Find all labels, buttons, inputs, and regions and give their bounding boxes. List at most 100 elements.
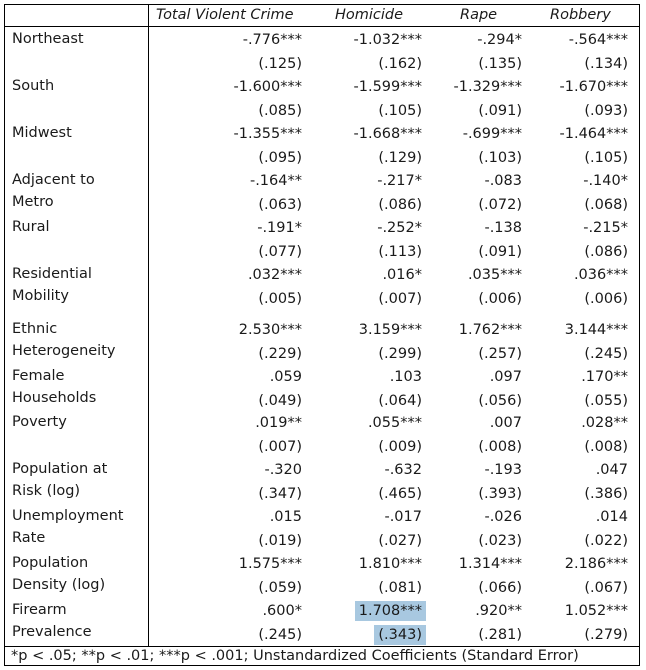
coefficient-cell: -.164** — [249, 173, 302, 189]
standard-error-cell: (.245) — [258, 627, 302, 643]
standard-error-cell: (.257) — [478, 346, 522, 362]
standard-error-cell: (.008) — [584, 439, 628, 455]
coefficient-cell: .920** — [475, 603, 522, 619]
standard-error-cell: (.105) — [378, 103, 422, 119]
coefficient-cell: -.191* — [257, 220, 302, 236]
coefficient-cell: -1.668*** — [353, 126, 423, 142]
coefficient-cell: -1.032*** — [353, 32, 423, 48]
standard-error-cell: (.007) — [378, 291, 422, 307]
coefficient-cell: -.217* — [377, 173, 422, 189]
standard-error-cell: (.022) — [584, 533, 628, 549]
standard-error-cell: (.006) — [584, 291, 628, 307]
row-label-line: Ethnic — [12, 321, 58, 337]
standard-error-cell: (.299) — [378, 346, 422, 362]
standard-error-cell: (.081) — [378, 580, 422, 596]
row-label-line: Rate — [12, 530, 46, 546]
coefficient-cell: 2.186*** — [564, 556, 628, 572]
standard-error-cell: (.007) — [258, 439, 302, 455]
coefficient-cell: -.252* — [377, 220, 422, 236]
column-header-rape: Rape — [460, 7, 498, 23]
label-column-divider — [148, 5, 149, 647]
row-label-line: Northeast — [12, 31, 84, 47]
standard-error-cell: (.343) — [374, 625, 426, 645]
coefficient-cell: -1.329*** — [453, 79, 523, 95]
coefficient-cell: .014 — [595, 509, 628, 525]
row-label-line: Unemployment — [12, 508, 124, 524]
standard-error-cell: (.077) — [258, 244, 302, 260]
standard-error-cell: (.068) — [584, 197, 628, 213]
coefficient-cell: 1.708*** — [354, 601, 426, 621]
coefficient-cell: .036*** — [573, 267, 628, 283]
standard-error-cell: (.393) — [478, 486, 522, 502]
row-label-line: Mobility — [12, 288, 69, 304]
row-label-line: Population — [12, 555, 89, 571]
standard-error-cell: (.023) — [478, 533, 522, 549]
standard-error-cell: (.125) — [258, 56, 302, 72]
coefficient-cell: -.776*** — [242, 32, 302, 48]
standard-error-cell: (.086) — [584, 244, 628, 260]
header-divider — [5, 26, 639, 27]
row-label: Northeast — [12, 28, 146, 50]
coefficient-cell: .047 — [595, 462, 628, 478]
coefficient-cell: -.140* — [583, 173, 628, 189]
coefficient-cell: -1.600*** — [233, 79, 303, 95]
standard-error-cell: (.386) — [584, 486, 628, 502]
standard-error-cell: (.465) — [378, 486, 422, 502]
row-label-line: Residential — [12, 266, 92, 282]
row-label-line: Risk (log) — [12, 483, 81, 499]
coefficient-cell: .600* — [262, 603, 302, 619]
row-label-line: Female — [12, 368, 65, 384]
coefficient-cell: 1.762*** — [458, 322, 522, 338]
coefficient-cell: .016* — [382, 267, 422, 283]
coefficient-cell: .007 — [489, 415, 522, 431]
coefficient-cell: .097 — [489, 369, 522, 385]
row-label-line: Rural — [12, 219, 50, 235]
standard-error-cell: (.093) — [584, 103, 628, 119]
row-label: Ethnic Heterogeneity — [12, 318, 146, 362]
row-label-line: Midwest — [12, 125, 72, 141]
standard-error-cell: (.162) — [378, 56, 422, 72]
footnote: *p < .05; **p < .01; ***p < .001; Unstan… — [11, 648, 579, 664]
standard-error-cell: (.006) — [478, 291, 522, 307]
coefficient-cell: -1.355*** — [233, 126, 303, 142]
coefficient-cell: 3.144*** — [564, 322, 628, 338]
coefficient-cell: 1.052*** — [564, 603, 628, 619]
column-header-robbery: Robbery — [550, 7, 611, 23]
coefficient-cell: -.193 — [484, 462, 522, 478]
standard-error-cell: (.008) — [478, 439, 522, 455]
coefficient-cell: -.026 — [484, 509, 522, 525]
coefficient-cell: -.138 — [484, 220, 522, 236]
column-header-total-violent-crime: Total Violent Crime — [156, 7, 294, 23]
coefficient-cell: .170** — [581, 369, 628, 385]
standard-error-cell: (.063) — [258, 197, 302, 213]
coefficient-cell: .103 — [389, 369, 422, 385]
standard-error-cell: (.129) — [378, 150, 422, 166]
row-label: South — [12, 75, 146, 97]
row-label: Population at Risk (log) — [12, 458, 146, 502]
standard-error-cell: (.056) — [478, 393, 522, 409]
standard-error-cell: (.072) — [478, 197, 522, 213]
standard-error-cell: (.064) — [378, 393, 422, 409]
row-label-line: Population at — [12, 461, 108, 477]
row-label-line: Density (log) — [12, 577, 106, 593]
standard-error-cell: (.067) — [584, 580, 628, 596]
standard-error-cell: (.085) — [258, 103, 302, 119]
coefficient-cell: -1.670*** — [559, 79, 629, 95]
footnote-divider — [5, 646, 639, 647]
coefficient-cell: -.294* — [477, 32, 522, 48]
standard-error-cell: (.066) — [478, 580, 522, 596]
coefficient-cell: -.320 — [264, 462, 302, 478]
standard-error-cell: (.005) — [258, 291, 302, 307]
standard-error-cell: (.135) — [478, 56, 522, 72]
coefficient-cell: -.632 — [384, 462, 422, 478]
row-label-line: South — [12, 78, 55, 94]
coefficient-cell: .055*** — [367, 415, 422, 431]
standard-error-cell: (.134) — [584, 56, 628, 72]
regression-table: Total Violent Crime Homicide Rape Robber… — [4, 4, 640, 666]
coefficient-cell: .059 — [269, 369, 302, 385]
standard-error-cell: (.059) — [258, 580, 302, 596]
row-label: Residential Mobility — [12, 263, 146, 307]
standard-error-cell: (.091) — [478, 103, 522, 119]
row-label-line: Households — [12, 390, 97, 406]
row-label: Rural — [12, 216, 146, 238]
